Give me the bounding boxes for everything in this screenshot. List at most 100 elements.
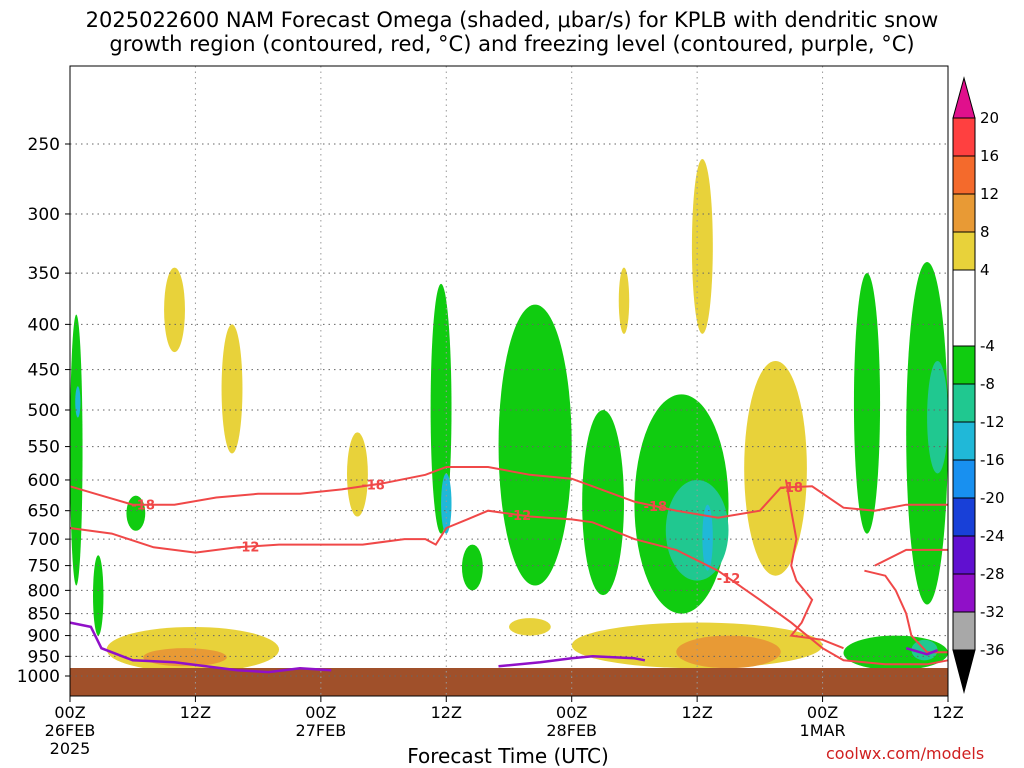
y-tick-label: 400 [28, 315, 60, 335]
plot-frame [69, 65, 949, 697]
colorbar-label: 20 [980, 109, 999, 127]
x-tick-label: 1MAR [800, 721, 846, 740]
omega-region [461, 544, 483, 591]
colorbar-label: -32 [980, 603, 1005, 621]
x-tick-label: 00Z [54, 703, 85, 722]
colorbar-bin [952, 117, 976, 157]
colorbar-top-arrow [952, 76, 976, 119]
colorbar-label: -28 [980, 565, 1005, 583]
isotherm-label: -18 [361, 479, 385, 494]
isotherm-label: -12 [717, 572, 741, 587]
omega-region [582, 410, 624, 596]
isotherm-line [785, 479, 844, 650]
omega-region [92, 555, 104, 636]
y-tick-label: 900 [28, 627, 60, 647]
y-tick-label: 600 [28, 471, 60, 491]
title-line-2: growth region (contoured, red, °C) and f… [109, 32, 915, 56]
colorbar-label: 16 [980, 147, 999, 165]
x-tick-label: 2025 [50, 739, 91, 758]
x-tick-label: 12Z [431, 703, 462, 722]
colorbar-label: -36 [980, 641, 1005, 659]
omega-region [702, 504, 713, 571]
colorbar-label: -16 [980, 451, 1005, 469]
omega-region [509, 618, 551, 636]
isotherm-label: -12 [508, 509, 532, 524]
omega-region [853, 273, 881, 534]
isotherm-line [69, 466, 948, 519]
colorbar: 20 16 12 8 4 -4 -8 -12 -16 -20 -24 -28 -32 -36 [952, 76, 1005, 694]
x-tick-label: 00Z [305, 703, 336, 722]
isotherm-line [69, 509, 949, 666]
freezing-level-line [498, 655, 646, 668]
colorbar-bin [952, 193, 976, 233]
x-tick-label: 12Z [932, 703, 963, 722]
colorbar-label: -20 [980, 489, 1005, 507]
omega-region [618, 267, 630, 334]
omega-region [164, 267, 185, 353]
contours: -18 -18 -18 -18 -12 -12 -12 [69, 466, 949, 674]
isotherm-label: -18 [644, 500, 668, 515]
x-tick-label: 12Z [180, 703, 211, 722]
colorbar-label: 4 [980, 261, 990, 279]
omega-region [346, 432, 368, 517]
isotherm-line [874, 548, 948, 567]
omega-region [676, 635, 781, 669]
x-tick-label: 28FEB [546, 721, 597, 740]
x-tick-label: 00Z [556, 703, 587, 722]
omega-region [221, 324, 243, 454]
y-tick-label: 800 [28, 581, 60, 601]
colorbar-bin [952, 231, 976, 271]
colorbar-bin [952, 155, 976, 195]
omega-region [665, 479, 729, 581]
omega-region [927, 360, 948, 474]
omega-region [75, 386, 81, 418]
y-tick-label: 1000 [17, 667, 60, 687]
y-axis: 2503003504004505005506006507007508008509… [17, 135, 70, 687]
omega-shading [70, 159, 948, 673]
credit-text: coolwx.com/models [826, 744, 985, 763]
colorbar-bin [952, 573, 976, 613]
omega-region [70, 314, 83, 586]
x-tick-label: 27FEB [296, 721, 347, 740]
y-tick-label: 450 [28, 361, 60, 381]
colorbar-bin [952, 269, 976, 347]
colorbar-bin [952, 421, 976, 461]
colorbar-bottom-arrow [952, 649, 976, 694]
colorbar-bin [952, 535, 976, 575]
colorbar-label: -8 [980, 375, 995, 393]
colorbar-label: 12 [980, 185, 999, 203]
colorbar-bin [952, 383, 976, 423]
omega-region [906, 261, 948, 605]
isotherm-line [864, 569, 948, 654]
omega-region [691, 159, 713, 334]
colorbar-label: 8 [980, 223, 990, 241]
grid [70, 66, 948, 696]
y-tick-label: 500 [28, 401, 60, 421]
y-tick-label: 750 [28, 557, 60, 577]
x-axis-label: Forecast Time (UTC) [407, 744, 609, 768]
colorbar-bin [952, 497, 976, 537]
y-tick-label: 550 [28, 438, 60, 458]
y-tick-label: 350 [28, 264, 60, 284]
y-tick-label: 650 [28, 502, 60, 522]
terrain-fill [70, 668, 948, 696]
freezing-level-line [905, 647, 938, 656]
omega-region [498, 304, 572, 586]
colorbar-bin [952, 611, 976, 651]
chart-title: 2025022600 NAM Forecast Omega (shaded, μ… [0, 8, 1024, 56]
freezing-level-line [69, 621, 332, 674]
omega-region [744, 360, 807, 576]
colorbar-bin [952, 459, 976, 499]
colorbar-bin [952, 345, 976, 385]
y-tick-label: 850 [28, 605, 60, 625]
x-tick-label: 26FEB [45, 721, 96, 740]
y-tick-label: 700 [28, 530, 60, 550]
isotherm-label: -12 [236, 541, 260, 556]
x-tick-label: 00Z [807, 703, 838, 722]
x-tick-label: 12Z [681, 703, 712, 722]
y-tick-label: 250 [28, 135, 60, 155]
y-tick-label: 950 [28, 647, 60, 667]
colorbar-label: -12 [980, 413, 1005, 431]
